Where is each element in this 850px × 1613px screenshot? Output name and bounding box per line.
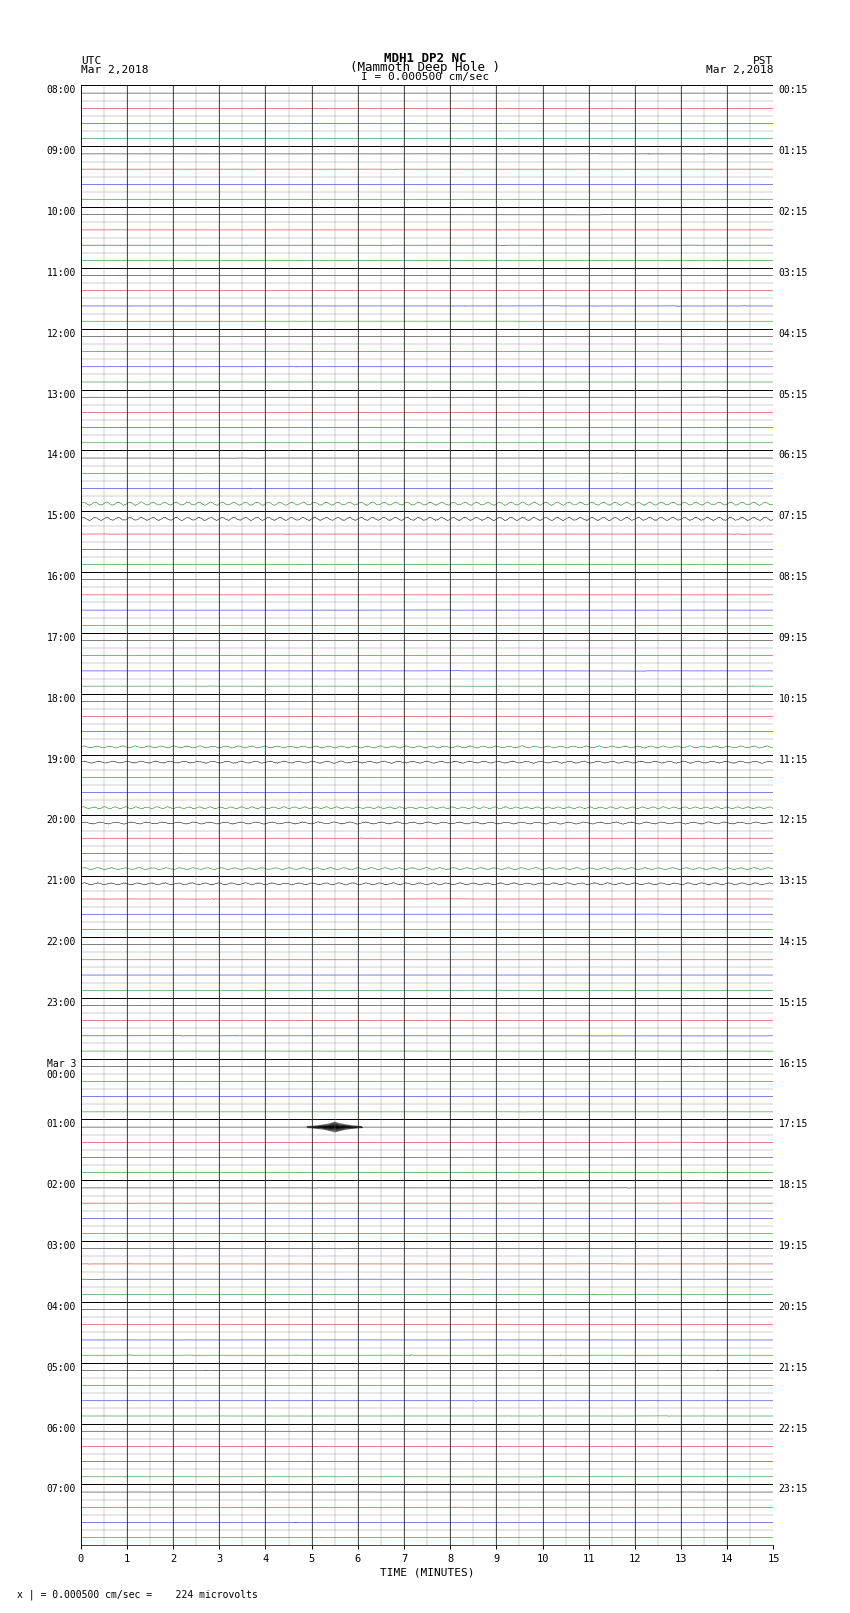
Text: x | = 0.000500 cm/sec =    224 microvolts: x | = 0.000500 cm/sec = 224 microvolts (17, 1589, 258, 1600)
Text: I = 0.000500 cm/sec: I = 0.000500 cm/sec (361, 73, 489, 82)
Text: UTC: UTC (81, 56, 101, 66)
Text: Mar 2,2018: Mar 2,2018 (706, 65, 774, 76)
Text: MDH1 DP2 NC: MDH1 DP2 NC (383, 52, 467, 65)
X-axis label: TIME (MINUTES): TIME (MINUTES) (380, 1568, 474, 1578)
Text: PST: PST (753, 56, 774, 66)
Text: Mar 2,2018: Mar 2,2018 (81, 65, 148, 76)
Text: (Mammoth Deep Hole ): (Mammoth Deep Hole ) (350, 61, 500, 74)
